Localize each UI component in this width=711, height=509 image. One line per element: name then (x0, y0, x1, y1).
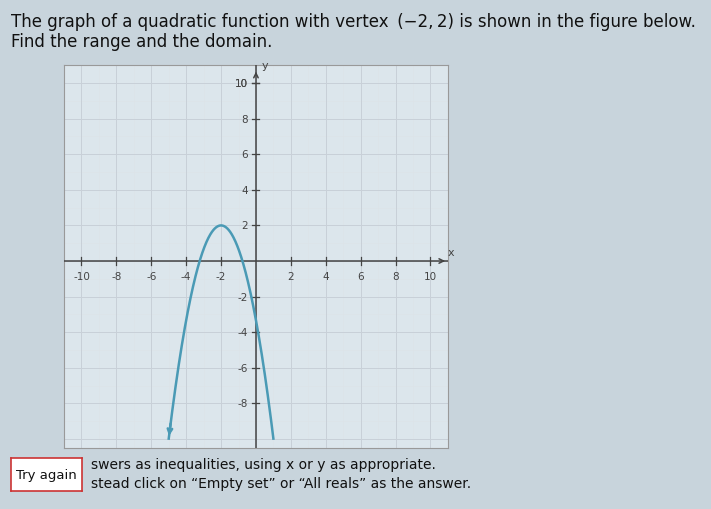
Text: 2: 2 (242, 221, 248, 231)
Text: 2: 2 (287, 271, 294, 281)
Text: x: x (448, 247, 455, 257)
Text: -2: -2 (237, 292, 248, 302)
Text: Find the range and the domain.: Find the range and the domain. (11, 33, 272, 51)
Text: 10: 10 (235, 79, 248, 89)
Text: The graph of a quadratic function with vertex  (−2, 2) is shown in the figure be: The graph of a quadratic function with v… (11, 13, 695, 31)
Text: -4: -4 (237, 327, 248, 337)
Text: 4: 4 (323, 271, 329, 281)
Text: 10: 10 (424, 271, 437, 281)
Text: -2: -2 (216, 271, 226, 281)
Text: Try again: Try again (16, 468, 77, 481)
Text: 10: 10 (235, 79, 248, 89)
Text: 6: 6 (242, 150, 248, 160)
Text: y: y (261, 61, 268, 71)
Text: -6: -6 (146, 271, 156, 281)
Text: -8: -8 (111, 271, 122, 281)
Text: swers as inequalities, using x or y as appropriate.: swers as inequalities, using x or y as a… (91, 457, 436, 471)
Text: 4: 4 (242, 185, 248, 195)
Text: 8: 8 (242, 115, 248, 124)
Text: -4: -4 (181, 271, 191, 281)
Text: 6: 6 (358, 271, 364, 281)
Text: 8: 8 (392, 271, 399, 281)
Text: -8: -8 (237, 399, 248, 409)
Text: stead click on “Empty set” or “All reals” as the answer.: stead click on “Empty set” or “All reals… (91, 476, 471, 491)
Text: -6: -6 (237, 363, 248, 373)
Text: -10: -10 (73, 271, 90, 281)
